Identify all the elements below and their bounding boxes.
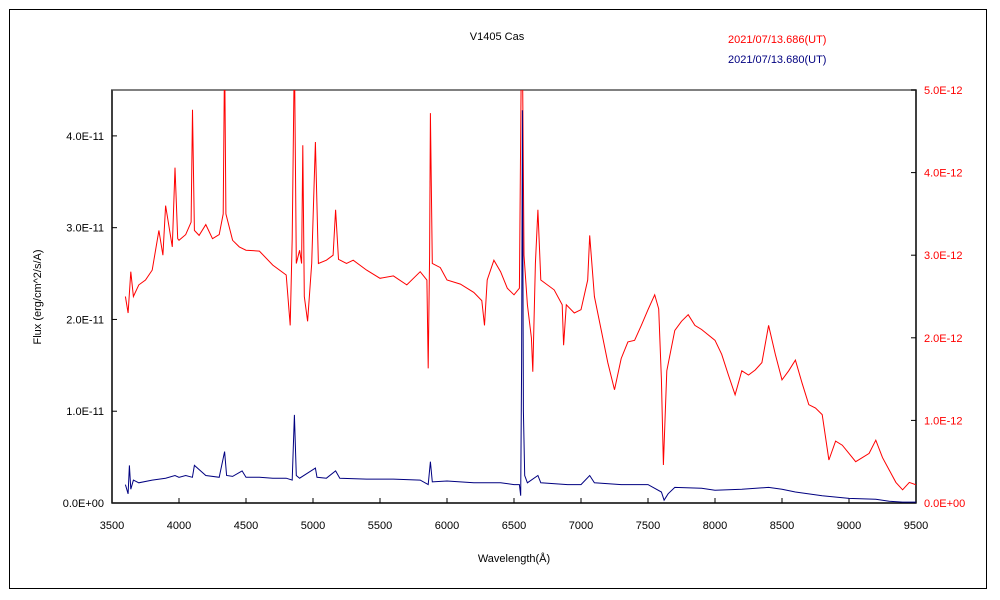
chart-title: V1405 Cas (470, 31, 525, 43)
x-axis-label: Wavelength(Å) (478, 552, 550, 565)
x-tick-label: 7500 (636, 520, 660, 532)
x-tick-label: 4500 (234, 520, 258, 532)
y-right-tick-label: 0.0E+00 (924, 498, 965, 510)
x-tick-label: 8500 (770, 520, 794, 532)
legend-red: 2021/07/13.686(UT) (728, 34, 826, 46)
plot-area (111, 89, 917, 504)
y-left-tick-label: 2.0E-11 (66, 314, 104, 326)
y-axis-label: Flux (erg/cm^2/s/A) (32, 249, 44, 344)
series-blue-line (124, 110, 916, 503)
x-tick-label: 9000 (837, 520, 861, 532)
x-tick-label: 5000 (301, 520, 325, 532)
x-tick-label: 5500 (368, 520, 392, 532)
x-tick-label: 4000 (167, 520, 191, 532)
y-left-tick-label: 3.0E-11 (66, 223, 104, 235)
x-tick-label: 6500 (502, 520, 526, 532)
y-right-tick-label: 2.0E-12 (924, 333, 963, 345)
x-tick-label: 7000 (569, 520, 593, 532)
chart-frame (9, 9, 987, 589)
y-right-tick-label: 1.0E-12 (924, 415, 963, 427)
x-tick-label: 8000 (703, 520, 727, 532)
y-right-tick-label: 3.0E-12 (924, 250, 963, 262)
x-tick-label: 3500 (100, 520, 124, 532)
series-red-line (124, 90, 916, 491)
y-left-tick-label: 4.0E-11 (66, 131, 104, 143)
legend-blue: 2021/07/13.680(UT) (728, 54, 826, 66)
y-left-tick-label: 1.0E-11 (66, 406, 104, 418)
y-left-tick-label: 0.0E+00 (63, 498, 104, 510)
x-tick-label: 6000 (435, 520, 459, 532)
y-right-tick-label: 5.0E-12 (924, 85, 963, 97)
y-right-tick-label: 4.0E-12 (924, 168, 963, 180)
x-tick-label: 9500 (904, 520, 928, 532)
